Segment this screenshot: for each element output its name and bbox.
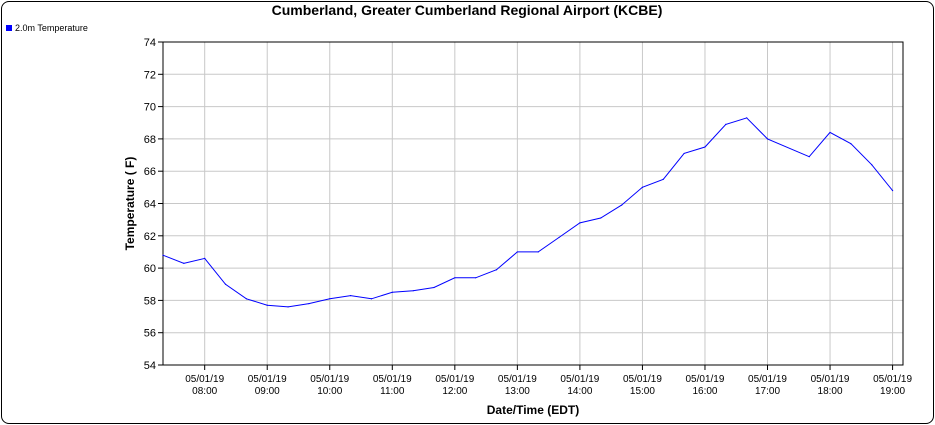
data-point: [704, 146, 706, 148]
x-tick-date-label: 05/01/19: [811, 374, 850, 385]
x-tick-time-label: 08:00: [192, 386, 217, 397]
x-tick-date-label: 05/01/19: [748, 374, 787, 385]
data-point: [891, 189, 894, 192]
x-tick-date-label: 05/01/19: [435, 374, 474, 385]
data-point: [662, 178, 664, 180]
x-tick-time-label: 17:00: [755, 386, 780, 397]
chart-title: Cumberland, Greater Cumberland Regional …: [272, 2, 663, 18]
data-point: [433, 286, 435, 289]
data-point: [808, 156, 810, 158]
data-point: [829, 131, 831, 134]
data-point: [412, 290, 414, 292]
grid: [163, 41, 903, 366]
y-tick-label: 64: [144, 199, 156, 211]
legend-label: 2.0m Temperature: [15, 23, 88, 33]
data-point: [287, 306, 289, 308]
y-tick-label: 70: [144, 102, 156, 114]
data-point: [641, 186, 644, 188]
x-tick-time-label: 15:00: [630, 386, 655, 397]
x-tick-time-label: 12:00: [442, 386, 467, 397]
data-points: [162, 117, 894, 308]
data-point: [871, 164, 873, 166]
x-tick-date-label: 05/01/19: [560, 374, 599, 385]
data-point: [308, 303, 310, 305]
data-point: [683, 152, 685, 155]
x-tick-date-label: 05/01/19: [498, 374, 537, 385]
x-tick-time-label: 16:00: [692, 386, 717, 397]
legend-swatch: [6, 25, 12, 31]
legend: 2.0m Temperature: [6, 23, 88, 33]
x-tick-date-label: 05/01/19: [686, 374, 725, 385]
y-tick-label: 66: [144, 166, 156, 178]
data-point: [183, 262, 185, 264]
data-point: [204, 257, 206, 260]
data-point: [579, 222, 581, 224]
data-point: [162, 254, 164, 256]
data-point: [224, 283, 227, 285]
data-point: [850, 143, 852, 145]
x-axis-label: Date/Time (EDT): [487, 403, 579, 417]
y-tick-label: 56: [144, 328, 156, 340]
x-tick-time-label: 19:00: [880, 386, 905, 397]
y-tick-label: 54: [144, 360, 156, 372]
y-tick-label: 60: [144, 263, 156, 275]
y-axis-label: Temperature ( F): [123, 157, 137, 251]
data-point: [266, 304, 268, 306]
x-tick-time-label: 10:00: [317, 386, 342, 397]
data-point: [350, 294, 352, 297]
data-point: [620, 204, 623, 206]
y-tick-label: 58: [144, 295, 156, 307]
data-point: [391, 291, 393, 293]
data-point: [600, 217, 602, 219]
x-tick-date-label: 05/01/19: [248, 374, 287, 385]
data-point: [766, 138, 769, 140]
data-point: [454, 277, 456, 279]
x-tick-time-label: 18:00: [818, 386, 843, 397]
series-line-temperature: [162, 117, 893, 308]
data-point: [245, 298, 247, 300]
data-point: [370, 298, 373, 300]
x-tick-date-label: 05/01/19: [373, 374, 412, 385]
y-tick-label: 68: [144, 134, 156, 146]
x-tick-date-label: 05/01/19: [623, 374, 662, 385]
data-point: [475, 277, 477, 279]
y-tick-label: 72: [144, 69, 156, 81]
data-point: [329, 298, 331, 300]
y-axis-ticks: 54 56 58 60 62 64 66 68 70 72 74: [144, 37, 163, 372]
data-point: [746, 117, 748, 119]
data-point: [495, 269, 498, 271]
data-point: [558, 236, 560, 239]
y-tick-label: 74: [144, 37, 156, 49]
x-axis-ticks: 05/01/1908:0005/01/1909:0005/01/1910:000…: [185, 365, 912, 397]
x-tick-date-label: 05/01/19: [185, 374, 224, 385]
x-tick-time-label: 14:00: [567, 386, 592, 397]
data-point: [725, 123, 727, 125]
x-tick-time-label: 13:00: [505, 386, 530, 397]
x-tick-date-label: 05/01/19: [310, 374, 349, 385]
data-point: [516, 251, 518, 253]
data-point: [537, 251, 539, 253]
x-tick-time-label: 09:00: [255, 386, 280, 397]
x-tick-time-label: 11:00: [380, 386, 405, 397]
x-tick-date-label: 05/01/19: [873, 374, 912, 385]
y-tick-label: 62: [144, 231, 156, 243]
